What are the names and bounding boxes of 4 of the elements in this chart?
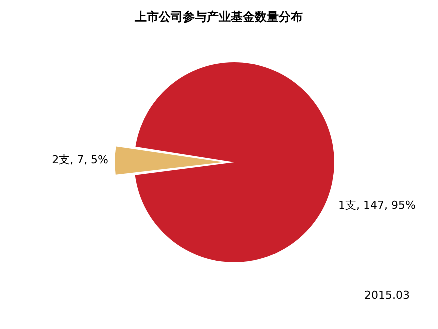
chart-title: 上市公司参与产业基金数量分布: [134, 10, 303, 24]
text: 2015.03: [364, 288, 410, 302]
slice-label: 1支, 147, 95%: [338, 198, 416, 212]
slice-label: 2支, 7, 5%: [52, 154, 109, 167]
